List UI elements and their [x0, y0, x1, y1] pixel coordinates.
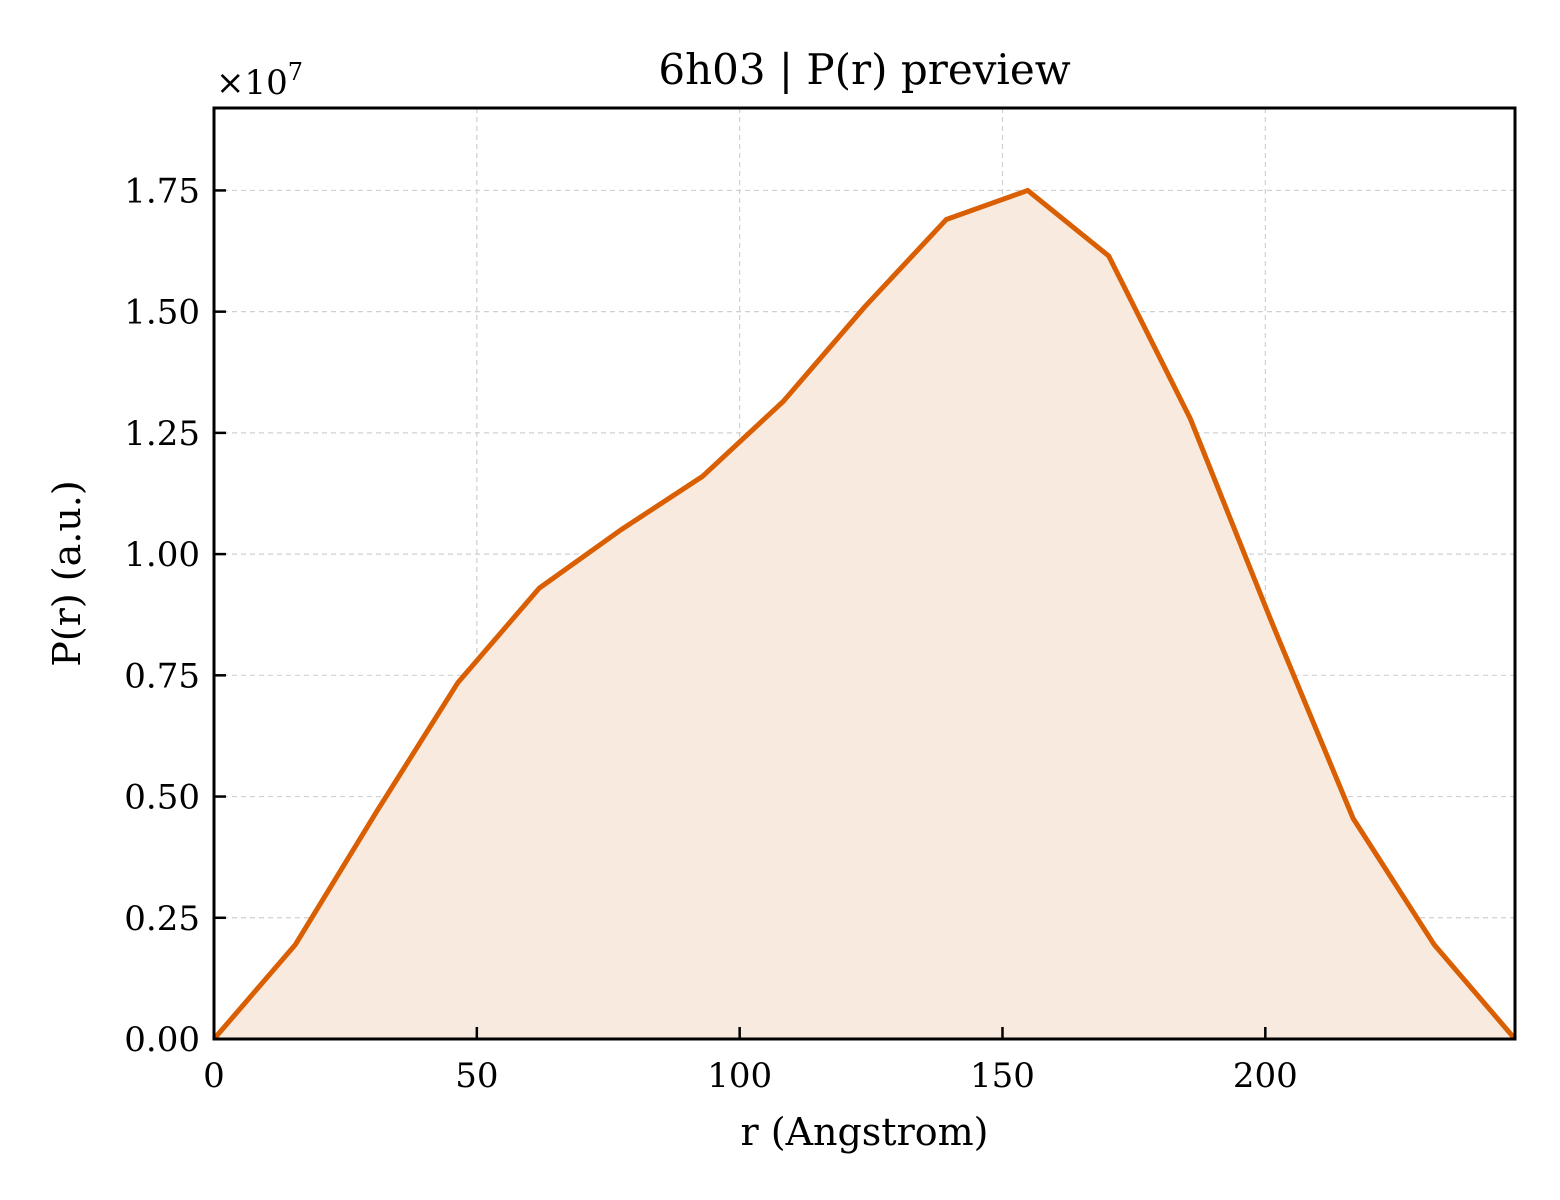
y-tick-label: 1.50 [124, 293, 200, 333]
y-tick-label: 1.00 [124, 535, 200, 575]
chart-title: 6h03 | P(r) preview [658, 45, 1070, 94]
x-tick-label: 150 [970, 1056, 1035, 1096]
y-scale-multiplier-base: ×10 [216, 63, 288, 103]
y-tick-label: 0.25 [124, 899, 200, 939]
y-axis-label: P(r) (a.u.) [45, 480, 89, 666]
x-tick-label: 50 [455, 1056, 498, 1096]
x-tick-label: 100 [707, 1056, 772, 1096]
y-tick-label: 0.75 [124, 656, 200, 696]
x-tick-label: 200 [1233, 1056, 1298, 1096]
y-tick-label: 0.00 [124, 1020, 200, 1060]
series-line [212, 187, 1517, 1041]
y-scale-multiplier-exponent: 7 [288, 58, 303, 86]
tick-layer: 0 50 100 150 200 0.00 0.25 0.50 0.75 1.00 1.25 1.50… [124, 171, 1297, 1096]
y-tick-label: 0.50 [124, 778, 200, 818]
y-tick-label: 1.25 [124, 414, 200, 454]
y-tick-label: 1.75 [124, 171, 200, 211]
plot-frame [212, 106, 1517, 1041]
series-area [214, 190, 1515, 1039]
x-tick-label: 0 [203, 1056, 225, 1096]
y-scale-multiplier: ×107 [216, 58, 303, 103]
x-axis-label: r (Angstrom) [741, 1110, 989, 1154]
plot-layer [212, 187, 1517, 1041]
